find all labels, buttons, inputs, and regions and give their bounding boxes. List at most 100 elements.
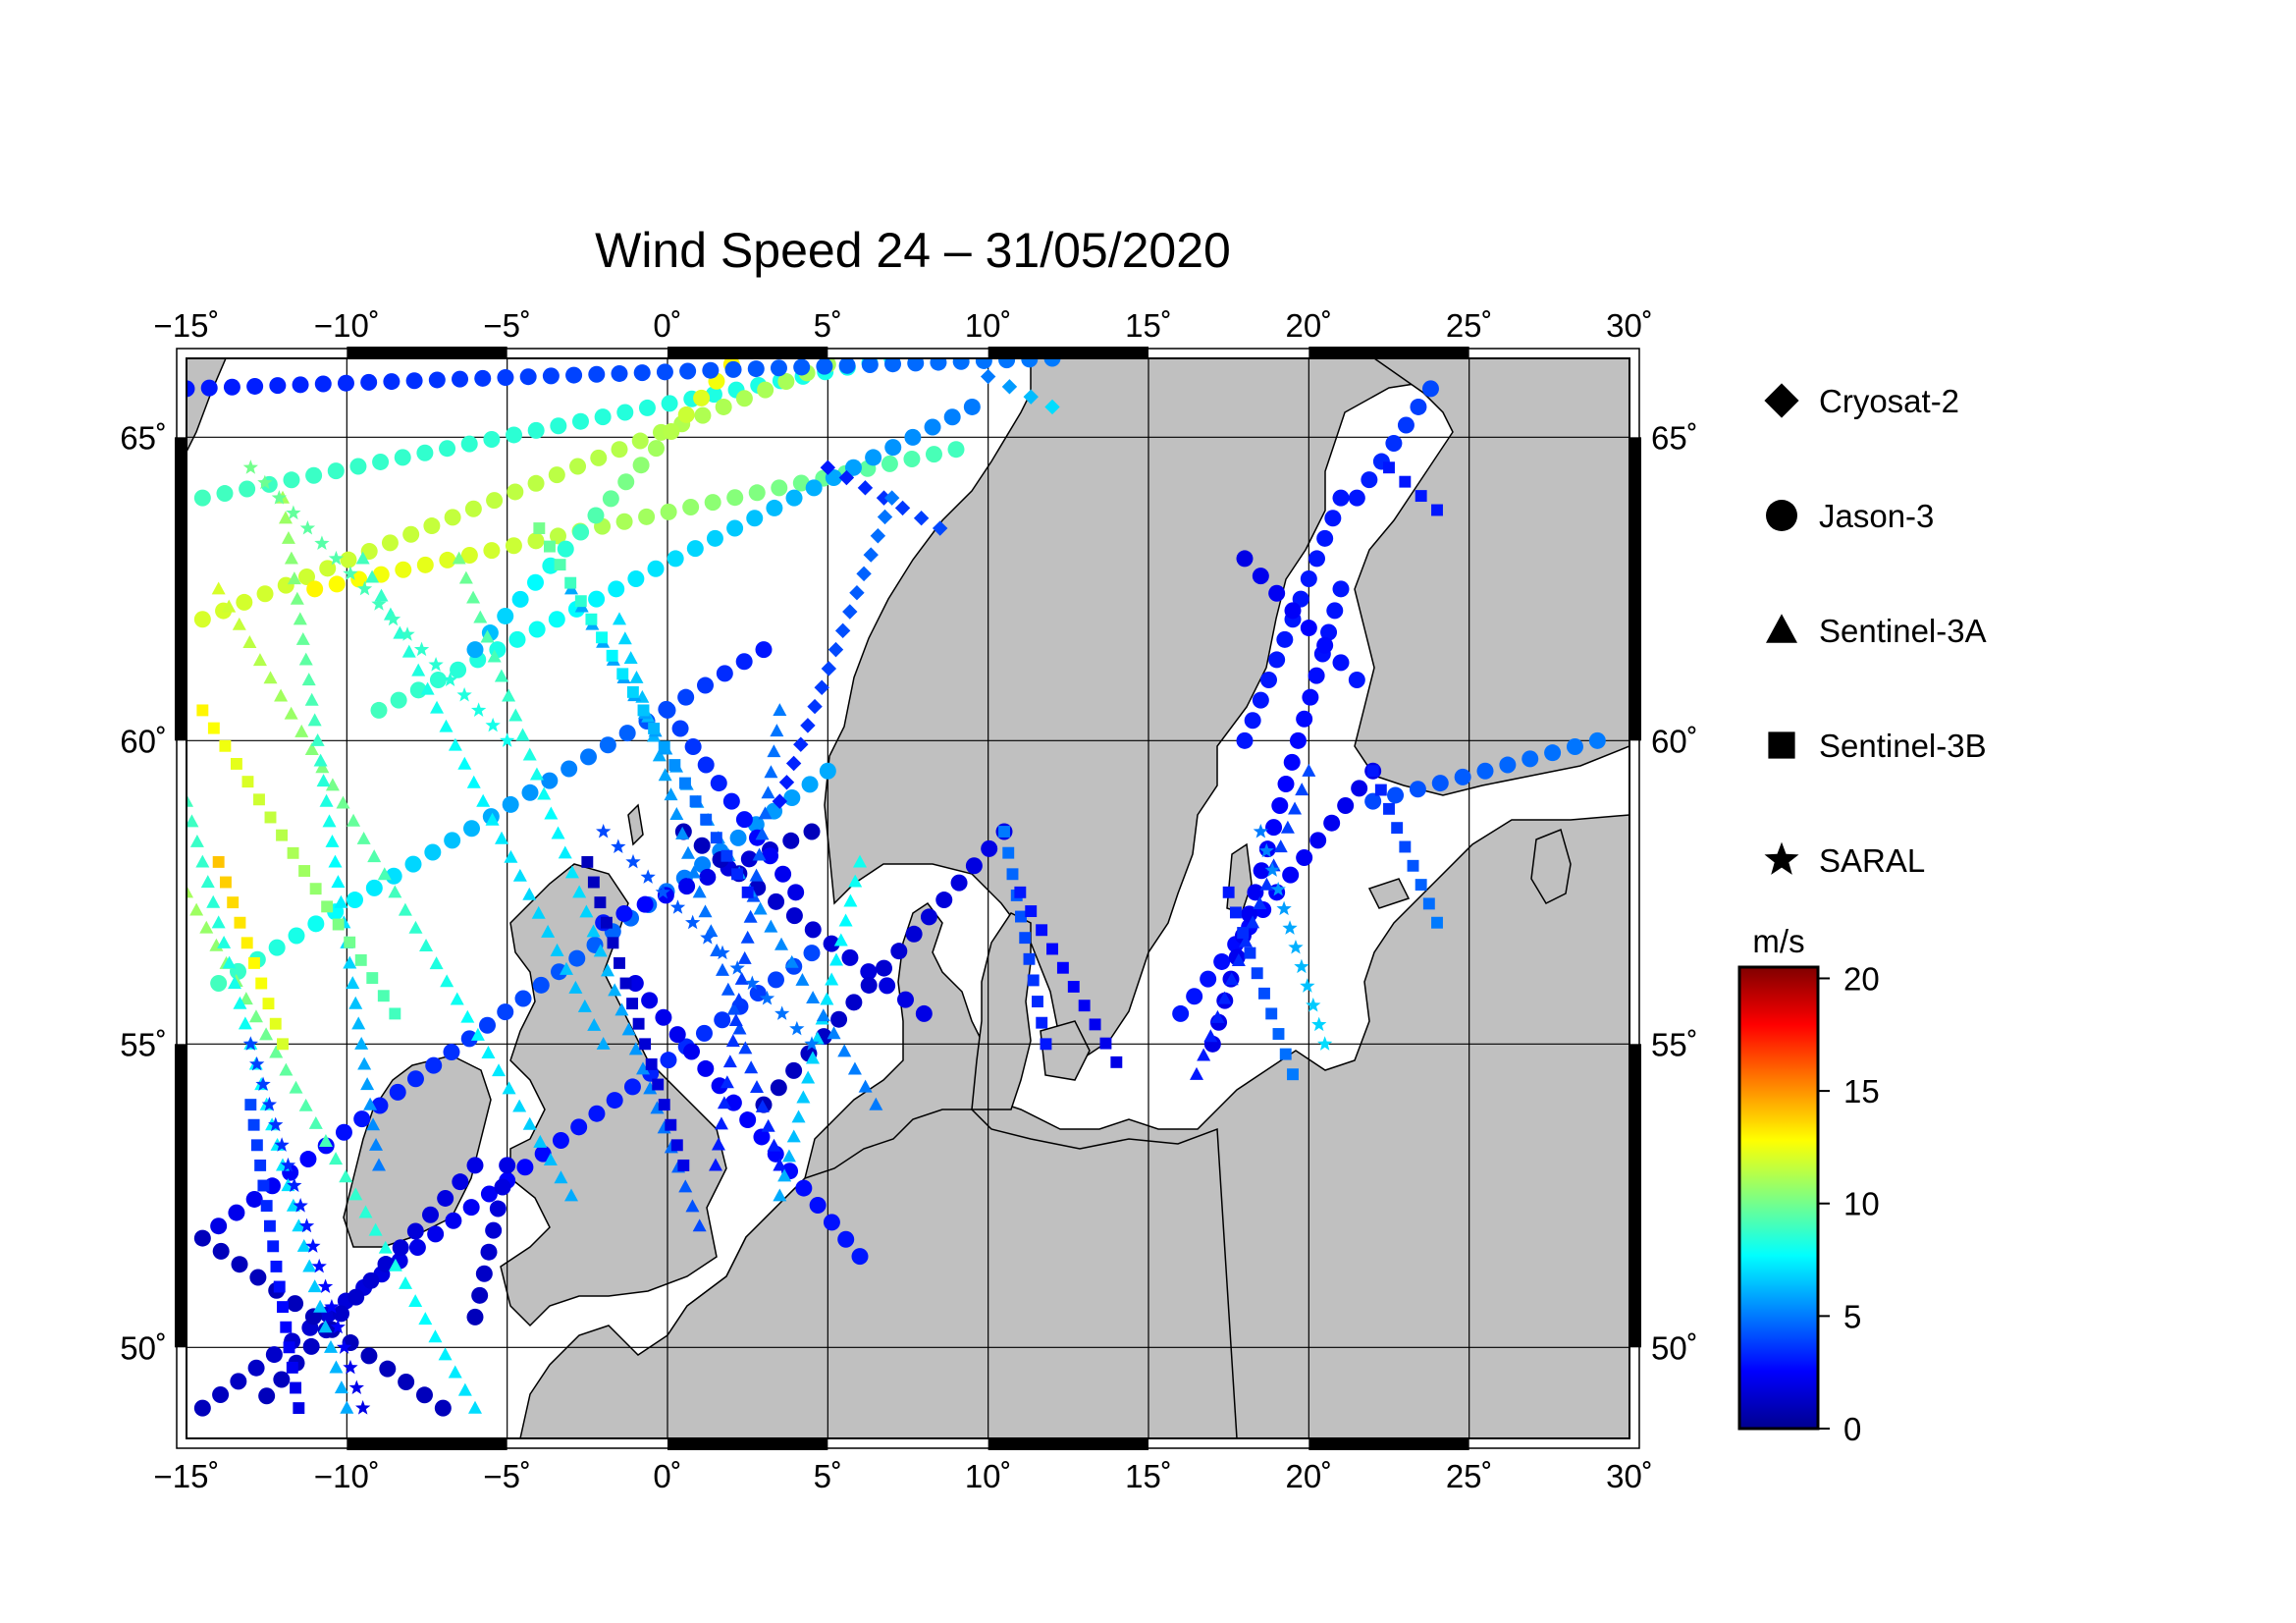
track-point bbox=[485, 717, 501, 732]
track-point bbox=[389, 1007, 401, 1020]
track-point bbox=[600, 916, 613, 929]
track-point bbox=[830, 1010, 848, 1028]
track-point bbox=[210, 975, 228, 993]
track-point bbox=[344, 936, 356, 948]
track-point bbox=[770, 1079, 787, 1097]
track-point bbox=[444, 509, 461, 526]
track-point bbox=[314, 375, 332, 393]
track-point bbox=[316, 774, 331, 787]
track-point bbox=[424, 843, 442, 861]
satellite-tracks bbox=[187, 358, 1606, 1417]
track-point bbox=[801, 1070, 816, 1084]
track-point bbox=[715, 398, 732, 415]
track-point bbox=[381, 534, 399, 552]
track-point bbox=[861, 358, 879, 374]
track-point bbox=[1566, 738, 1583, 756]
track-point bbox=[627, 570, 645, 588]
track-point bbox=[658, 768, 672, 782]
track-point bbox=[544, 806, 559, 820]
track-point bbox=[629, 670, 644, 683]
track-point bbox=[480, 1185, 498, 1203]
track-point bbox=[766, 499, 783, 516]
track-point bbox=[795, 1179, 813, 1197]
track-point bbox=[298, 568, 315, 585]
track-point bbox=[260, 1200, 273, 1213]
track-point bbox=[423, 517, 441, 535]
track-point bbox=[339, 1169, 353, 1183]
colorbar-tick-label: 20 bbox=[1843, 960, 1880, 997]
track-point bbox=[256, 585, 274, 603]
track-point bbox=[755, 827, 770, 840]
track-point bbox=[269, 1017, 282, 1030]
track-point bbox=[1351, 780, 1368, 797]
track-point bbox=[596, 631, 608, 644]
track-point bbox=[1231, 952, 1246, 966]
track-point bbox=[618, 725, 636, 742]
track-point bbox=[280, 1321, 293, 1333]
track-point bbox=[267, 1240, 280, 1253]
track-point bbox=[343, 1359, 358, 1375]
track-point bbox=[195, 854, 210, 868]
border-bar-bottom bbox=[347, 1438, 507, 1450]
track-point bbox=[324, 1339, 338, 1353]
track-point bbox=[307, 1279, 322, 1293]
track-point bbox=[1407, 859, 1419, 872]
border-bar-bottom bbox=[667, 1438, 828, 1450]
track-point bbox=[329, 1360, 344, 1374]
track-point bbox=[564, 576, 577, 589]
track-point bbox=[452, 1173, 469, 1191]
track-point bbox=[335, 1123, 352, 1141]
track-point bbox=[336, 795, 350, 809]
track-point bbox=[429, 956, 444, 970]
track-point bbox=[773, 703, 787, 717]
track-point bbox=[1247, 884, 1264, 901]
track-point bbox=[521, 784, 539, 801]
track-point bbox=[860, 963, 878, 981]
track-point bbox=[671, 720, 689, 737]
colorbar-gradient bbox=[1737, 965, 1820, 1431]
track-point bbox=[755, 1099, 770, 1112]
track-point bbox=[699, 868, 717, 886]
track-point bbox=[512, 1099, 527, 1112]
track-point bbox=[476, 793, 491, 807]
track-point bbox=[785, 1061, 803, 1079]
lon-tick-label-bottom: −10˚ bbox=[314, 1458, 380, 1494]
track-point bbox=[261, 1097, 278, 1111]
track-point bbox=[551, 826, 565, 839]
track-point bbox=[1021, 358, 1039, 368]
track-point bbox=[843, 893, 858, 907]
track-point bbox=[1348, 489, 1365, 507]
track-point bbox=[193, 611, 211, 628]
track-point bbox=[853, 854, 867, 868]
track-point bbox=[943, 408, 961, 426]
track-point bbox=[660, 503, 677, 520]
track-point bbox=[1271, 797, 1289, 815]
track-point bbox=[1282, 866, 1300, 884]
track-point bbox=[239, 992, 253, 1005]
track-point bbox=[398, 1373, 415, 1390]
lon-tick-label-top: 5˚ bbox=[814, 307, 842, 344]
track-point bbox=[950, 874, 968, 892]
track-point bbox=[313, 753, 328, 767]
track-point bbox=[495, 831, 509, 844]
track-point bbox=[717, 1096, 731, 1109]
track-point bbox=[371, 596, 387, 611]
track-point bbox=[722, 1055, 737, 1068]
lon-tick-label-top: −15˚ bbox=[154, 307, 220, 344]
track-point bbox=[349, 458, 367, 475]
track-point bbox=[416, 556, 434, 573]
track-point bbox=[669, 807, 684, 820]
border-bar-top bbox=[347, 347, 507, 358]
track-point bbox=[740, 850, 758, 868]
track-point bbox=[710, 775, 727, 792]
track-point bbox=[378, 1240, 393, 1254]
lon-tick-label-bottom: 0˚ bbox=[653, 1458, 681, 1494]
track-point bbox=[870, 528, 886, 544]
track-point bbox=[1391, 822, 1404, 835]
track-point bbox=[438, 1347, 453, 1361]
track-point bbox=[416, 444, 434, 461]
track-point bbox=[726, 519, 744, 537]
track-point bbox=[263, 1219, 276, 1232]
track-point bbox=[789, 1020, 805, 1036]
track-point bbox=[298, 865, 311, 877]
